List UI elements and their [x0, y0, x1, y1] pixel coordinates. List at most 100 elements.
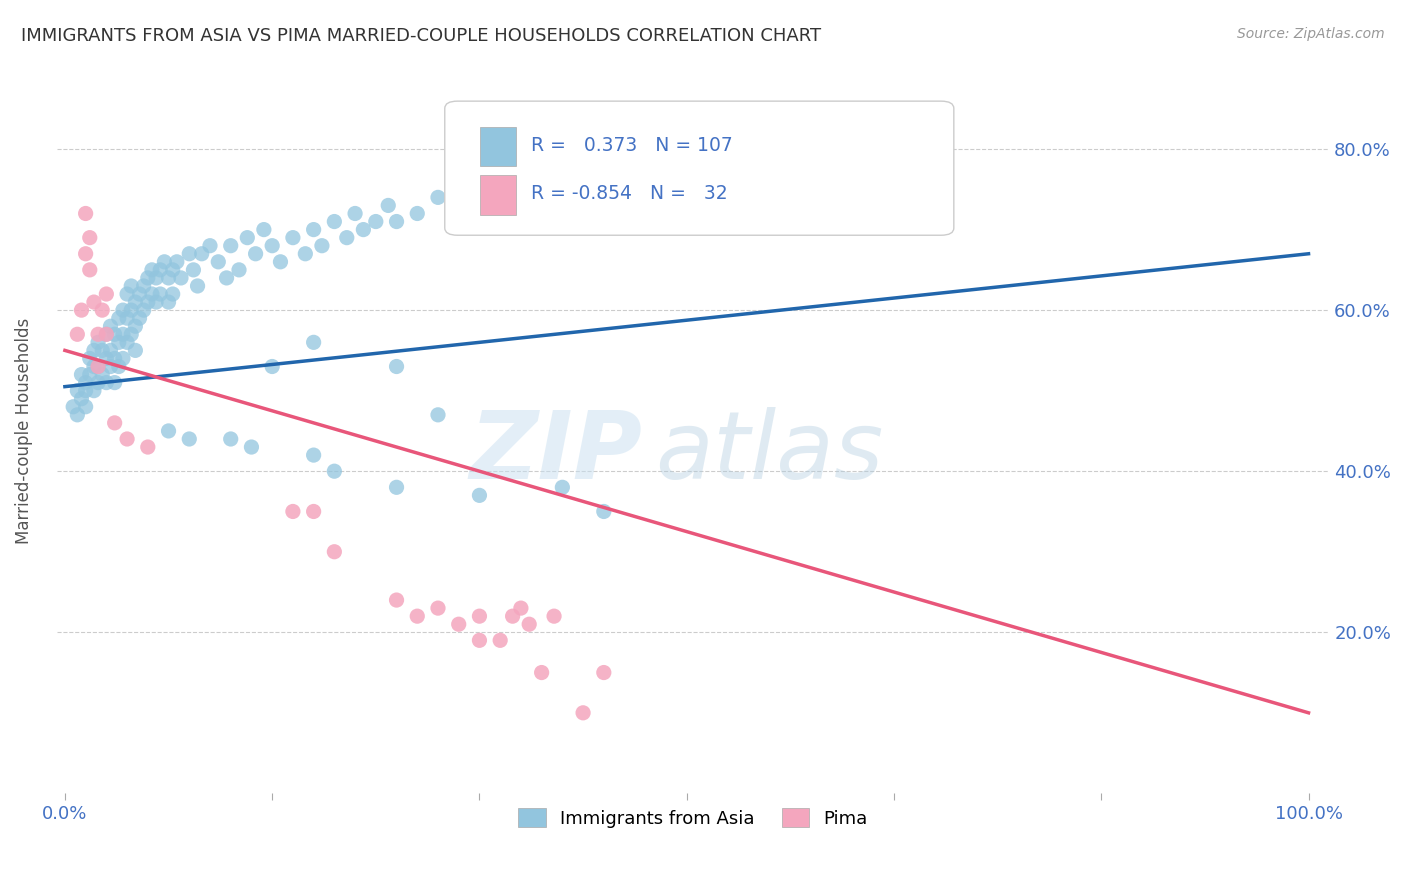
Point	[170, 271, 193, 285]
Point	[79, 230, 101, 244]
Point	[96, 376, 118, 390]
Point	[179, 432, 201, 446]
Point	[91, 368, 114, 382]
Point	[302, 448, 325, 462]
Point	[364, 214, 387, 228]
Point	[592, 504, 614, 518]
Point	[91, 303, 114, 318]
Point	[253, 222, 276, 236]
Point	[447, 206, 470, 220]
Point	[100, 319, 122, 334]
Text: R =   0.373   N = 107: R = 0.373 N = 107	[531, 136, 733, 155]
Bar	[481, 127, 516, 167]
Point	[344, 206, 367, 220]
Point	[87, 335, 110, 350]
Point	[75, 384, 97, 398]
Point	[281, 504, 304, 518]
Point	[385, 359, 408, 374]
Point	[427, 408, 450, 422]
Point	[104, 351, 127, 366]
Point	[269, 255, 291, 269]
Point	[262, 359, 284, 374]
Point	[115, 287, 138, 301]
Bar	[481, 175, 516, 215]
Legend: Immigrants from Asia, Pima: Immigrants from Asia, Pima	[512, 801, 875, 835]
Point	[162, 263, 184, 277]
Point	[83, 343, 105, 358]
Point	[111, 327, 134, 342]
Point	[157, 295, 180, 310]
Point	[91, 343, 114, 358]
Point	[427, 190, 450, 204]
Point	[215, 271, 238, 285]
Point	[136, 295, 159, 310]
Point	[96, 327, 118, 342]
Point	[136, 440, 159, 454]
Point	[157, 271, 180, 285]
Point	[79, 368, 101, 382]
Point	[551, 174, 574, 188]
Point	[336, 230, 359, 244]
Point	[302, 504, 325, 518]
Point	[406, 609, 429, 624]
Point	[75, 206, 97, 220]
Point	[70, 392, 93, 406]
Point	[124, 295, 146, 310]
Point	[115, 335, 138, 350]
Point	[62, 400, 84, 414]
Point	[83, 384, 105, 398]
Point	[758, 134, 780, 148]
Point	[87, 359, 110, 374]
Point	[323, 545, 346, 559]
Point	[96, 287, 118, 301]
Point	[115, 432, 138, 446]
Point	[66, 384, 89, 398]
Point	[385, 214, 408, 228]
Point	[468, 182, 491, 196]
Point	[502, 609, 524, 624]
Point	[468, 488, 491, 502]
Point	[323, 214, 346, 228]
Point	[111, 303, 134, 318]
Point	[124, 343, 146, 358]
Point	[83, 359, 105, 374]
Point	[87, 327, 110, 342]
Point	[75, 246, 97, 260]
Point	[509, 190, 531, 204]
Point	[228, 263, 250, 277]
Point	[141, 263, 163, 277]
Point	[75, 376, 97, 390]
Point	[187, 279, 209, 293]
Point	[489, 633, 512, 648]
Point	[100, 343, 122, 358]
Point	[83, 295, 105, 310]
Point	[377, 198, 399, 212]
Point	[115, 311, 138, 326]
Point	[149, 263, 172, 277]
Point	[104, 327, 127, 342]
Y-axis label: Married-couple Households: Married-couple Households	[15, 318, 32, 544]
Text: IMMIGRANTS FROM ASIA VS PIMA MARRIED-COUPLE HOUSEHOLDS CORRELATION CHART: IMMIGRANTS FROM ASIA VS PIMA MARRIED-COU…	[21, 27, 821, 45]
Point	[572, 706, 595, 720]
Point	[427, 601, 450, 615]
Point	[79, 263, 101, 277]
Point	[262, 238, 284, 252]
Point	[352, 222, 374, 236]
Point	[219, 432, 242, 446]
Point	[66, 327, 89, 342]
Point	[100, 359, 122, 374]
Point	[70, 368, 93, 382]
Point	[543, 609, 565, 624]
Point	[96, 327, 118, 342]
Point	[87, 359, 110, 374]
Point	[385, 593, 408, 607]
Point	[107, 335, 129, 350]
Point	[323, 464, 346, 478]
Point	[592, 665, 614, 680]
Point	[75, 400, 97, 414]
Point	[385, 480, 408, 494]
Point	[141, 287, 163, 301]
Text: atlas: atlas	[655, 407, 883, 498]
Point	[153, 255, 176, 269]
Point	[87, 376, 110, 390]
